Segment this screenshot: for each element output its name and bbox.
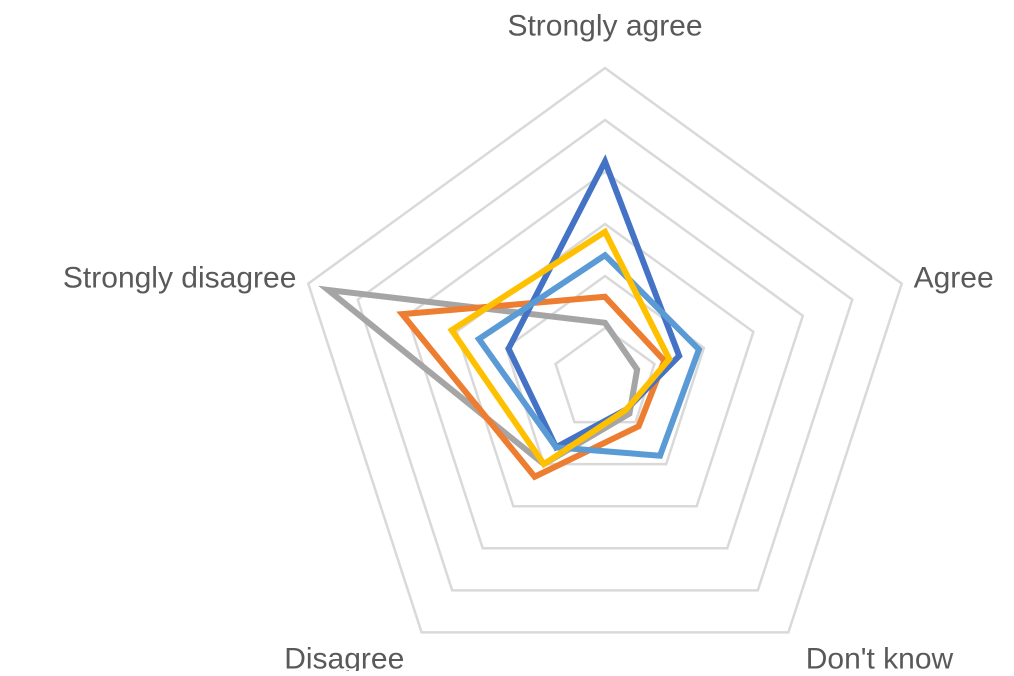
- grid-ring: [554, 326, 656, 424]
- grid-ring: [306, 66, 904, 634]
- axis-label: Agree: [914, 262, 994, 295]
- axis-label: Don't know: [806, 642, 954, 671]
- axis-label: Strongly disagree: [63, 262, 296, 295]
- axis-label: Disagree: [284, 642, 404, 671]
- series-line: [474, 251, 703, 459]
- axis-label: Strongly agree: [507, 9, 702, 42]
- grid-ring: [405, 170, 805, 550]
- series-line: [505, 154, 683, 452]
- grid-ring: [356, 118, 854, 592]
- series-line: [447, 227, 673, 469]
